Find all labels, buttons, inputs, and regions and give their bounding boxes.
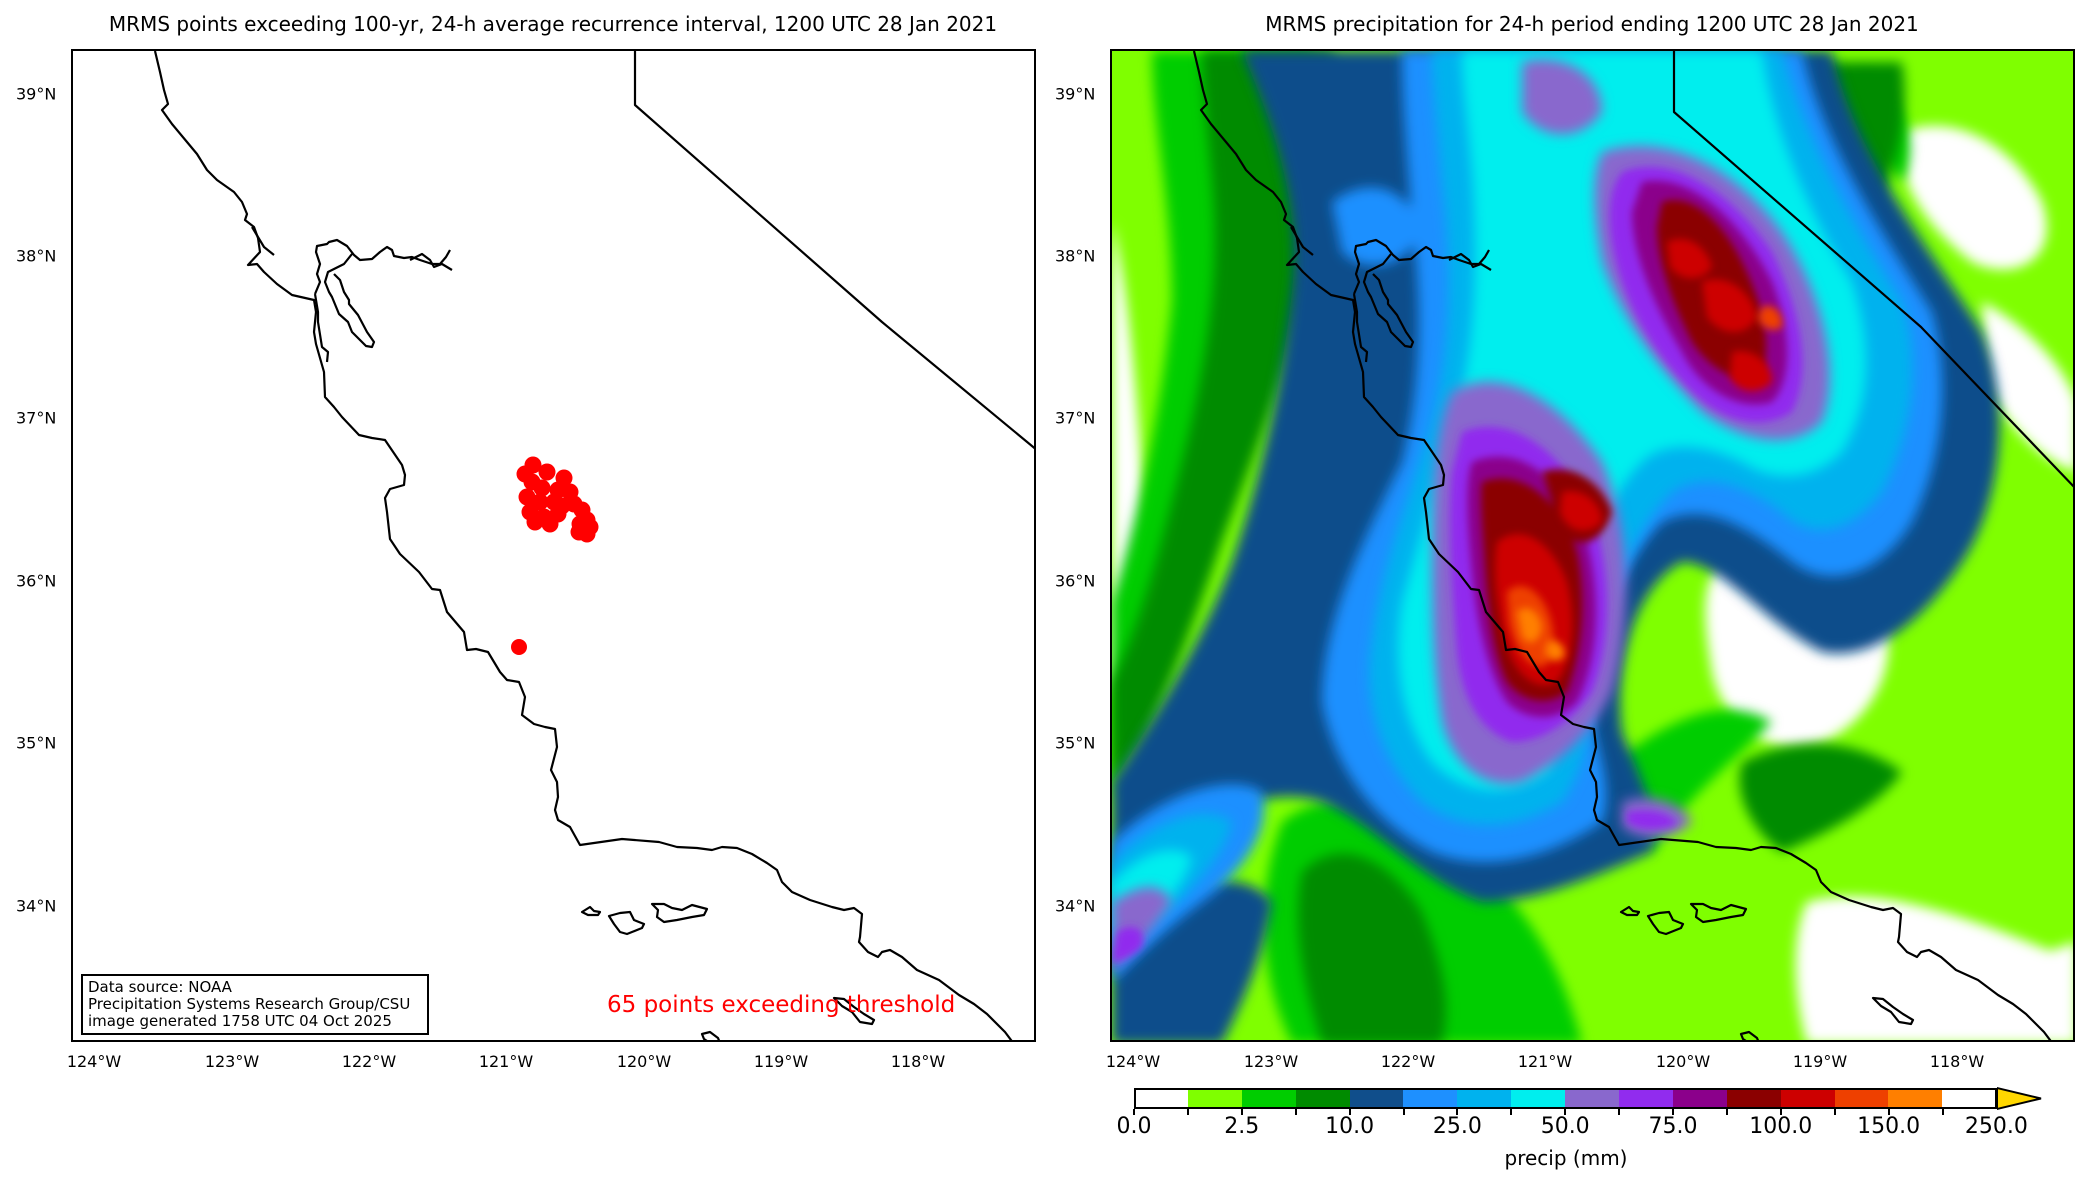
- colorbar-segment: [1834, 1088, 1889, 1109]
- lon-label: 123°W: [204, 1052, 260, 1071]
- lat-label: 35°N: [1055, 733, 1096, 753]
- precipitation-map: [1110, 49, 2075, 1042]
- lat-label: 38°N: [1055, 246, 1096, 266]
- island: [650, 902, 709, 924]
- colorbar-tick: [1833, 1109, 1836, 1115]
- lon-label: 119°W: [753, 1052, 809, 1071]
- precip-field: [1112, 51, 2073, 1040]
- colorbar-tick: [1887, 1109, 1890, 1115]
- generated-time-line: image generated 1758 UTC 04 Oct 2025: [88, 1012, 392, 1030]
- lon-label: 121°W: [1517, 1052, 1573, 1071]
- colorbar-tick-label: 75.0: [1648, 1114, 1698, 1139]
- coastline: [1192, 51, 2052, 1040]
- colorbar-segment: [1780, 1088, 1835, 1109]
- colorbar-tick: [1133, 1109, 1135, 1115]
- exceedance-points: [511, 456, 599, 655]
- state-border: [633, 51, 1034, 450]
- colorbar-tick-label: 250.0: [1964, 1114, 2028, 1139]
- colorbar-segment: [1187, 1088, 1242, 1109]
- colorbar-segment: [1672, 1088, 1727, 1109]
- island: [700, 1030, 720, 1040]
- island: [580, 905, 602, 917]
- lat-label: 39°N: [16, 84, 57, 104]
- colorbar-tick-label: 50.0: [1540, 1114, 1590, 1139]
- colorbar-tick: [1941, 1109, 1944, 1115]
- colorbar-segment: [1134, 1088, 1188, 1109]
- colorbar-tick: [1240, 1109, 1243, 1115]
- colorbar-tick-label: 100.0: [1749, 1114, 1813, 1139]
- island: [1619, 905, 1641, 917]
- lon-label: 123°W: [1243, 1052, 1299, 1071]
- colorbar-extend-arrow: [1997, 1086, 2042, 1111]
- colorbar-tick-label: 2.5: [1224, 1114, 1260, 1139]
- data-source-box: Data source: NOAA Precipitation Systems …: [81, 974, 429, 1035]
- colorbar-segment: [1565, 1088, 1620, 1109]
- lon-label: 120°W: [616, 1052, 672, 1071]
- colorbar-tick-label: 10.0: [1325, 1114, 1375, 1139]
- sf-bay: [313, 238, 453, 363]
- data-source-line: Data source: NOAA: [88, 978, 232, 996]
- colorbar-segment: [1619, 1088, 1673, 1109]
- lat-label: 34°N: [1055, 896, 1096, 916]
- colorbar-tick: [1510, 1109, 1513, 1115]
- lat-label: 36°N: [1055, 571, 1096, 591]
- colorbar-tick: [1402, 1109, 1405, 1115]
- island: [607, 910, 646, 936]
- colorbar-segment: [1295, 1088, 1350, 1109]
- research-group-line: Precipitation Systems Research Group/CSU: [88, 995, 411, 1013]
- colorbar-tick-label: 25.0: [1432, 1114, 1482, 1139]
- lon-label: 124°W: [1105, 1052, 1161, 1071]
- colorbar-tick: [1348, 1109, 1351, 1115]
- lon-label: 124°W: [66, 1052, 122, 1071]
- island: [1739, 1030, 1759, 1040]
- colorbar-segment: [1726, 1088, 1781, 1109]
- colorbar-segment: [1457, 1088, 1512, 1109]
- colorbar-tick: [1564, 1109, 1567, 1115]
- lon-label: 119°W: [1792, 1052, 1848, 1071]
- lon-label: 122°W: [341, 1052, 397, 1071]
- colorbar-tick: [1779, 1109, 1782, 1115]
- coastline-map: [153, 51, 1034, 1040]
- colorbar-tick: [1294, 1109, 1297, 1115]
- lat-label: 37°N: [1055, 408, 1096, 428]
- right-panel-title: MRMS precipitation for 24-h period endin…: [1265, 12, 1919, 36]
- exceedance-map: Data source: NOAA Precipitation Systems …: [71, 49, 1036, 1042]
- lat-label: 34°N: [16, 896, 57, 916]
- colorbar-segment: [1511, 1088, 1566, 1109]
- colorbar-label: precip (mm): [1504, 1146, 1628, 1170]
- colorbar-tick: [1725, 1109, 1728, 1115]
- state-border: [1672, 51, 2073, 488]
- colorbar: [1134, 1088, 1943, 1109]
- lon-label: 120°W: [1655, 1052, 1711, 1071]
- lat-label: 39°N: [1055, 84, 1096, 104]
- island: [1871, 996, 1915, 1026]
- left-panel-title: MRMS points exceeding 100-yr, 24-h avera…: [108, 12, 998, 36]
- island: [1689, 902, 1748, 924]
- island: [832, 996, 876, 1026]
- lat-label: 37°N: [16, 408, 57, 428]
- colorbar-segment: [1888, 1088, 1943, 1109]
- lat-label: 38°N: [16, 246, 57, 266]
- lon-label: 122°W: [1380, 1052, 1436, 1071]
- colorbar-tick-label: 150.0: [1857, 1114, 1921, 1139]
- island: [1646, 910, 1685, 936]
- colorbar-tick: [1186, 1109, 1189, 1115]
- colorbar-tick: [1456, 1109, 1459, 1115]
- sf-bay: [1352, 238, 1492, 363]
- lat-label: 35°N: [16, 733, 57, 753]
- lon-label: 121°W: [478, 1052, 534, 1071]
- colorbar-tick-label: 0.0: [1116, 1114, 1152, 1139]
- colorbar-segment: [1349, 1088, 1404, 1109]
- exceedance-count-label: 65 points exceeding threshold: [607, 992, 956, 1018]
- lon-label: 118°W: [890, 1052, 946, 1071]
- lon-label: 118°W: [1929, 1052, 1985, 1071]
- coastline: [153, 51, 1013, 1040]
- colorbar-segment: [1241, 1088, 1296, 1109]
- colorbar-tick: [1672, 1109, 1674, 1115]
- colorbar-tick: [1618, 1109, 1621, 1115]
- colorbar-segment: [1403, 1088, 1458, 1109]
- lat-label: 36°N: [16, 571, 57, 591]
